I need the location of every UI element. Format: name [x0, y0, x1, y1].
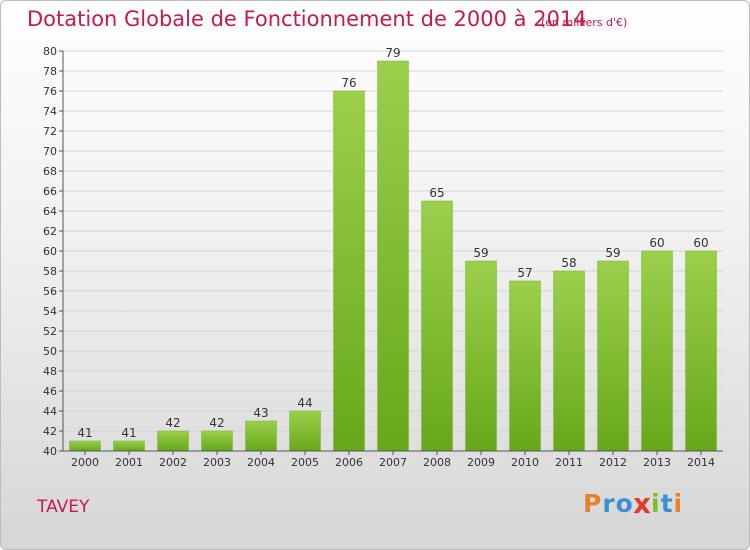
- data-label-2005: 44: [297, 396, 312, 410]
- logo-letter: x: [633, 487, 652, 520]
- data-label-2007: 79: [385, 46, 400, 60]
- y-tick-label: 70: [43, 145, 57, 158]
- bar-2000: [69, 440, 101, 452]
- y-tick-label: 68: [43, 165, 57, 178]
- proxiti-logo: Proxiti: [583, 487, 684, 520]
- data-label-2009: 59: [473, 246, 488, 260]
- x-tick-label-2013: 2013: [643, 456, 671, 469]
- data-label-2002: 42: [165, 416, 180, 430]
- bar-2013: [641, 250, 673, 452]
- bar-2002: [157, 430, 189, 452]
- commune-name: TAVEY: [37, 497, 90, 517]
- x-tick-label-2011: 2011: [555, 456, 583, 469]
- bar-2010: [509, 280, 541, 452]
- y-tick-label: 74: [43, 105, 57, 118]
- logo-letter: o: [615, 489, 634, 518]
- logo-letter: i: [673, 489, 684, 518]
- y-tick-label: 76: [43, 85, 57, 98]
- y-tick-label: 42: [43, 425, 57, 438]
- x-tick-label-2012: 2012: [599, 456, 627, 469]
- x-tick-label-2001: 2001: [115, 456, 143, 469]
- x-tick-label-2010: 2010: [511, 456, 539, 469]
- logo-letter: t: [660, 489, 674, 518]
- data-label-2013: 60: [649, 236, 664, 250]
- y-tick-label: 78: [43, 65, 57, 78]
- y-tick-label: 66: [43, 185, 57, 198]
- y-tick-label: 62: [43, 225, 57, 238]
- bars: [69, 60, 717, 452]
- data-label-2004: 43: [253, 406, 268, 420]
- bar-2001: [113, 440, 145, 452]
- bar-2009: [465, 260, 497, 452]
- y-tick-label: 58: [43, 265, 57, 278]
- bar-2004: [245, 420, 277, 452]
- x-tick-label-2002: 2002: [159, 456, 187, 469]
- chart-subtitle: (en milliers d'€): [541, 16, 628, 29]
- y-tick-label: 40: [43, 445, 57, 458]
- data-labels: 41 41 42 42 43 44 76 79 65 59 57 58 59 60 60: [77, 46, 708, 440]
- y-tick-label: 64: [43, 205, 57, 218]
- x-tick-label-2004: 2004: [247, 456, 275, 469]
- y-tick-label: 46: [43, 385, 57, 398]
- bar-2003: [201, 430, 233, 452]
- data-label-2000: 41: [77, 426, 92, 440]
- bar-2011: [553, 270, 585, 452]
- y-tick-label: 60: [43, 245, 57, 258]
- data-label-2014: 60: [693, 236, 708, 250]
- y-tick-label: 80: [43, 45, 57, 58]
- y-tick-label: 50: [43, 345, 57, 358]
- y-tick-label: 72: [43, 125, 57, 138]
- x-tick-label-2007: 2007: [379, 456, 407, 469]
- logo-letter: r: [602, 489, 616, 518]
- x-tick-label-2006: 2006: [335, 456, 363, 469]
- y-tick-label: 52: [43, 325, 57, 338]
- data-label-2010: 57: [517, 266, 532, 280]
- y-tick-label: 56: [43, 285, 57, 298]
- x-tick-label-2008: 2008: [423, 456, 451, 469]
- x-axis-ticks: 2000 2001 2002 2003 2004 2005 2006 2007 2008 2009…: [71, 451, 715, 469]
- data-label-2003: 42: [209, 416, 224, 430]
- data-label-2006: 76: [341, 76, 356, 90]
- bar-2014: [685, 250, 717, 452]
- x-tick-label-2009: 2009: [467, 456, 495, 469]
- bar-2012: [597, 260, 629, 452]
- bar-2008: [421, 200, 453, 452]
- bar-2007: [377, 60, 409, 452]
- bar-2006: [333, 90, 365, 452]
- bar-2005: [289, 410, 321, 452]
- x-tick-label-2003: 2003: [203, 456, 231, 469]
- x-tick-label-2005: 2005: [291, 456, 319, 469]
- logo-letter: i: [651, 489, 661, 518]
- y-tick-label: 54: [43, 305, 57, 318]
- chart-title: Dotation Globale de Fonctionnement de 20…: [27, 7, 587, 31]
- y-tick-label: 48: [43, 365, 57, 378]
- data-label-2011: 58: [561, 256, 576, 270]
- x-tick-label-2000: 2000: [71, 456, 99, 469]
- x-tick-label-2014: 2014: [687, 456, 715, 469]
- data-label-2012: 59: [605, 246, 620, 260]
- data-label-2001: 41: [121, 426, 136, 440]
- logo-letter: P: [583, 489, 603, 518]
- data-label-2008: 65: [429, 186, 444, 200]
- y-tick-label: 44: [43, 405, 57, 418]
